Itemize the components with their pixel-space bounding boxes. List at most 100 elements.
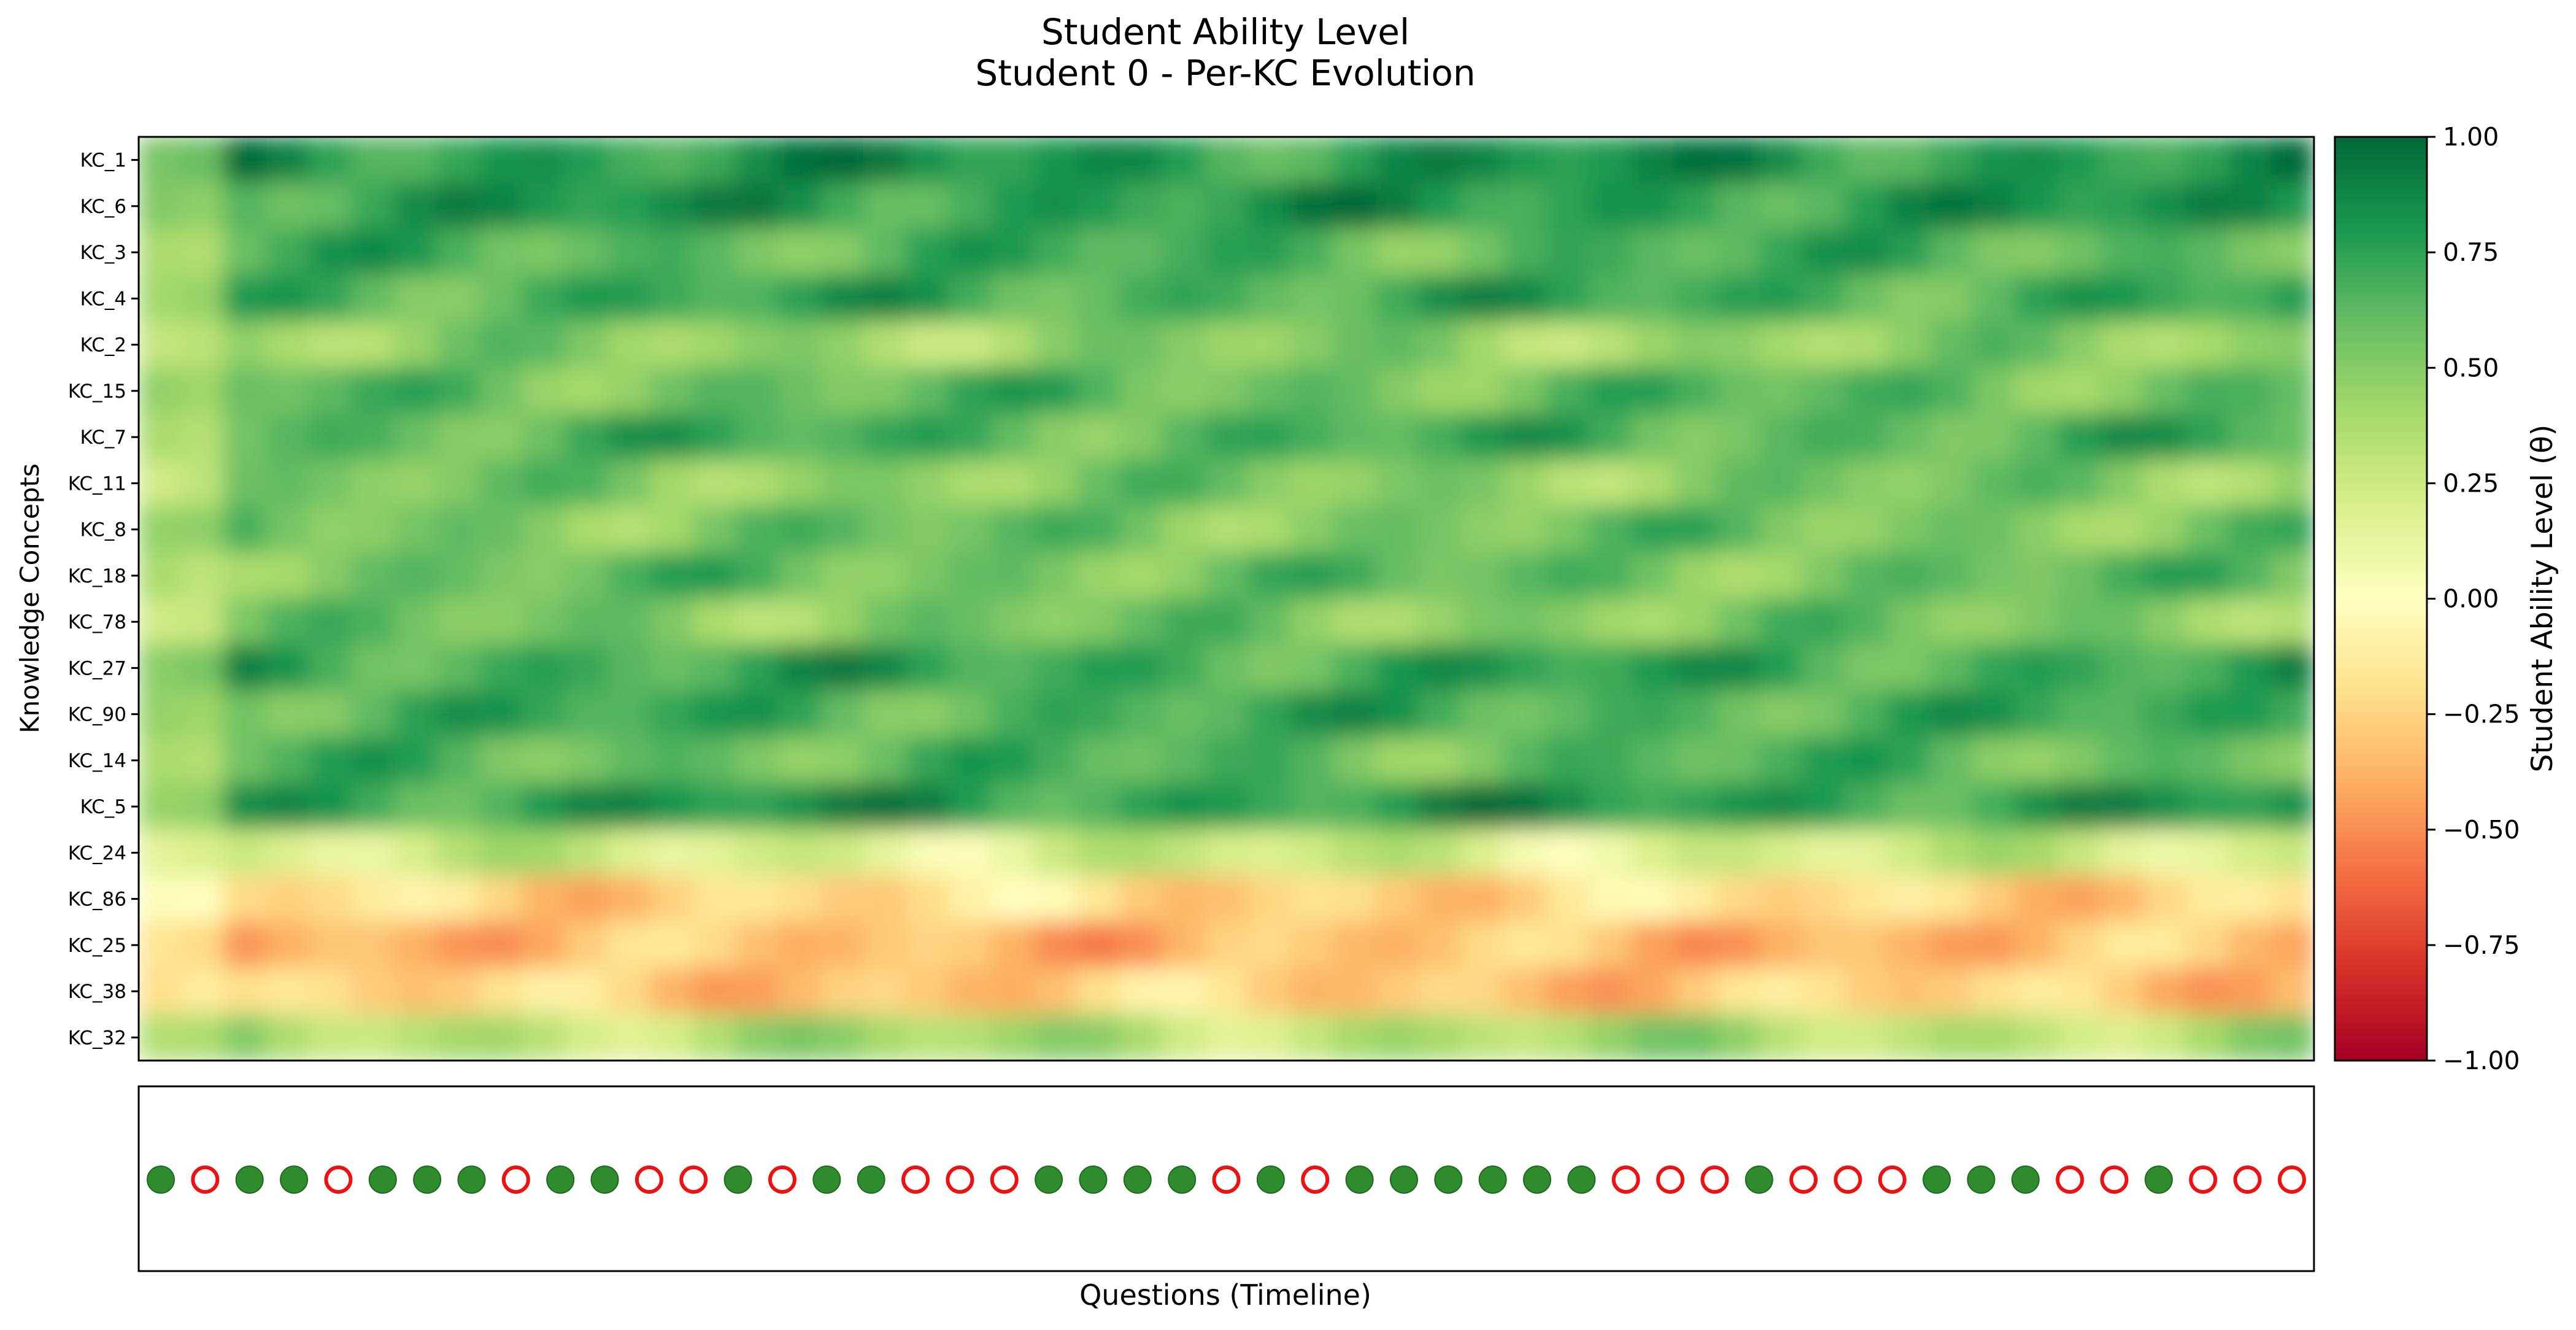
heatmap-cell — [1844, 783, 1888, 830]
heatmap-cell — [1033, 783, 1078, 830]
heatmap-cell — [2100, 829, 2144, 877]
heatmap-cell — [1503, 321, 1547, 369]
incorrect-response-marker — [2056, 1166, 2084, 1194]
heatmap-cell — [607, 598, 652, 646]
y-tick-label: KC_15 — [68, 381, 126, 403]
heatmap-cell — [2228, 598, 2272, 646]
heatmap-cell — [522, 967, 566, 1015]
heatmap-cell — [1588, 228, 1632, 276]
heatmap-cell — [1972, 228, 2016, 276]
heatmap-cell — [2143, 228, 2187, 276]
correct-response-marker — [2011, 1166, 2040, 1194]
heatmap-cell — [223, 413, 268, 461]
heatmap-cell — [351, 182, 395, 230]
heatmap-cell — [2057, 321, 2102, 369]
heatmap-cell — [1204, 137, 1249, 184]
heatmap-cell — [607, 182, 652, 230]
heatmap-cell — [1119, 921, 1163, 969]
heatmap-cell — [1844, 506, 1888, 554]
heatmap-cell — [1076, 644, 1120, 692]
heatmap-cell — [2185, 137, 2229, 184]
heatmap-cell — [1929, 690, 1973, 738]
heatmap-cell — [223, 737, 268, 784]
heatmap-cell — [1332, 967, 1376, 1015]
heatmap-cell — [2143, 137, 2187, 184]
heatmap-cell — [1460, 737, 1505, 784]
heatmap-cell — [394, 967, 438, 1015]
heatmap-cell — [522, 921, 566, 969]
heatmap-cell — [1844, 875, 1888, 923]
heatmap-cell — [1716, 228, 1760, 276]
heatmap-cell — [1247, 182, 1291, 230]
heatmap-cell — [1076, 783, 1120, 830]
heatmap-cell — [1417, 137, 1462, 184]
heatmap-cell — [479, 875, 523, 923]
heatmap-cell — [223, 182, 268, 230]
heatmap-cell — [1162, 967, 1206, 1015]
heatmap-cell — [2185, 737, 2229, 784]
heatmap-cell — [351, 367, 395, 415]
heatmap-cell — [2143, 1013, 2187, 1061]
heatmap-cell — [522, 137, 566, 184]
heatmap-cell — [2228, 829, 2272, 877]
heatmap-cell — [735, 829, 779, 877]
heatmap-cell — [2015, 598, 2059, 646]
heatmap-cell — [906, 367, 950, 415]
heatmap-cell — [735, 228, 779, 276]
heatmap-cell — [948, 875, 993, 923]
heatmap-cell — [1162, 644, 1206, 692]
heatmap-cell — [1076, 228, 1120, 276]
heatmap-cell — [1289, 967, 1334, 1015]
heatmap-cell — [1247, 413, 1291, 461]
heatmap-cell — [1759, 644, 1803, 692]
heatmap-cell — [1630, 921, 1675, 969]
heatmap-cell — [2057, 459, 2102, 508]
heatmap-cell — [948, 506, 993, 554]
heatmap-cell — [1801, 321, 1846, 369]
heatmap-cell — [139, 921, 182, 969]
heatmap-cell — [1801, 783, 1846, 830]
heatmap-cell — [1929, 1013, 1973, 1061]
heatmap-cell — [309, 690, 353, 738]
heatmap-cell — [351, 737, 395, 784]
heatmap-cell — [2143, 737, 2187, 784]
incorrect-response-marker — [634, 1166, 663, 1194]
heatmap-cell — [1588, 690, 1632, 738]
heatmap-cell — [1204, 182, 1249, 230]
heatmap-cell — [1204, 413, 1249, 461]
y-tick-label: KC_32 — [68, 1027, 126, 1049]
heatmap-cell — [777, 321, 822, 369]
heatmap-cell — [820, 921, 865, 969]
heatmap-cell — [650, 321, 694, 369]
heatmap-cell — [2143, 598, 2187, 646]
heatmap-cell — [223, 228, 268, 276]
heatmap-cell — [1801, 413, 1846, 461]
heatmap-cell — [436, 690, 481, 738]
heatmap-cell — [180, 552, 225, 600]
heatmap-cell — [2100, 644, 2144, 692]
heatmap-cell — [436, 459, 481, 508]
y-tick-label: KC_38 — [68, 981, 126, 1003]
heatmap-cell — [1716, 274, 1760, 323]
heatmap-cell — [607, 644, 652, 692]
heatmap-cell — [1759, 459, 1803, 508]
heatmap-cell — [351, 967, 395, 1015]
heatmap-cell — [2057, 598, 2102, 646]
heatmap-cell — [863, 228, 908, 276]
heatmap-cell — [139, 690, 182, 738]
heatmap-cell — [1289, 459, 1334, 508]
heatmap-cell — [1033, 506, 1078, 554]
response-panel — [137, 1085, 2315, 1272]
heatmap-frame — [137, 136, 2315, 1062]
heatmap-cell — [820, 598, 865, 646]
heatmap-cell — [436, 552, 481, 600]
heatmap-cell — [1503, 737, 1547, 784]
heatmap-cell — [2015, 690, 2059, 738]
heatmap-cell — [436, 274, 481, 323]
heatmap-cell — [991, 598, 1035, 646]
heatmap-cell — [1332, 737, 1376, 784]
heatmap-cell — [820, 644, 865, 692]
heatmap-cell — [777, 1013, 822, 1061]
heatmap-cell — [948, 274, 993, 323]
heatmap-cell — [2185, 690, 2229, 738]
